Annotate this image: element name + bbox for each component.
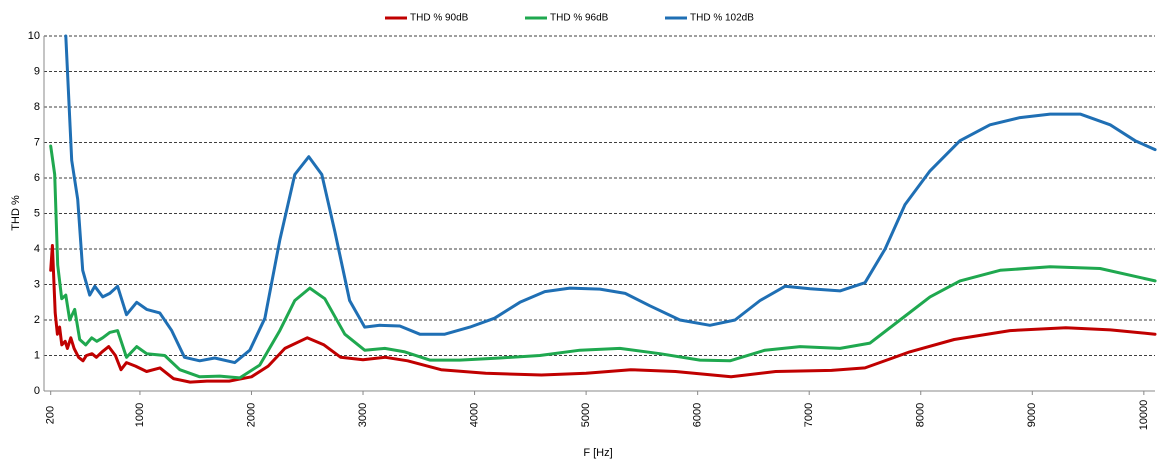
legend-label: THD % 102dB: [690, 13, 754, 24]
y-tick-label: 0: [34, 385, 40, 397]
legend-label: THD % 90dB: [410, 13, 469, 24]
y-tick-label: 3: [34, 278, 40, 290]
legend-label: THD % 96dB: [550, 13, 609, 24]
x-tick-label: 10000: [1138, 400, 1150, 431]
y-tick-label: 9: [34, 65, 40, 77]
x-tick-label: 6000: [692, 403, 704, 427]
x-tick-label: 1000: [134, 403, 146, 427]
y-tick-label: 5: [34, 207, 40, 219]
y-tick-label: 7: [34, 136, 40, 148]
x-axis-label: F [Hz]: [583, 447, 612, 459]
y-tick-label: 8: [34, 101, 40, 113]
y-tick-label: 10: [28, 30, 40, 42]
y-tick-label: 4: [34, 243, 40, 255]
data-line: [64, 34, 1157, 365]
y-axis-label: THD %: [10, 195, 22, 231]
x-tick-label: 200: [45, 406, 57, 424]
x-tick-label: 4000: [468, 403, 480, 427]
x-tick-label: 9000: [1026, 403, 1038, 427]
y-tick-label: 1: [34, 349, 40, 361]
y-tick-label: 6: [34, 172, 40, 184]
x-tick-label: 3000: [357, 403, 369, 427]
x-tick-label: 5000: [580, 403, 592, 427]
data-line: [49, 144, 1157, 380]
x-tick-label: 7000: [803, 403, 815, 427]
data-line: [49, 244, 1157, 384]
x-tick-label: 2000: [245, 403, 257, 427]
x-tick-label: 8000: [915, 403, 927, 427]
y-tick-label: 2: [34, 314, 40, 326]
